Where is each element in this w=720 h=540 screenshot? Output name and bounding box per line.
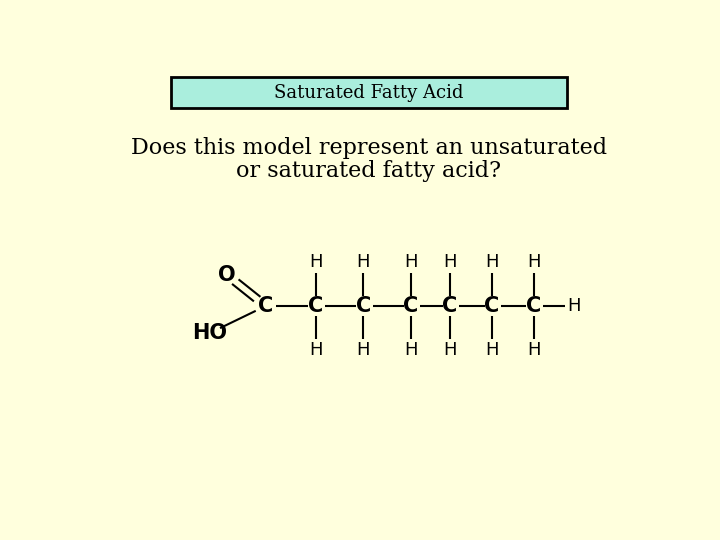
Text: H: H xyxy=(527,341,540,359)
Text: H: H xyxy=(310,253,323,271)
Text: H: H xyxy=(356,341,370,359)
Text: H: H xyxy=(485,341,498,359)
Text: C: C xyxy=(526,296,541,316)
Text: Saturated Fatty Acid: Saturated Fatty Acid xyxy=(274,84,464,102)
Text: C: C xyxy=(442,296,457,316)
Text: Does this model represent an unsaturated: Does this model represent an unsaturated xyxy=(131,137,607,159)
Text: H: H xyxy=(444,253,456,271)
Text: H: H xyxy=(485,253,498,271)
Text: H: H xyxy=(310,341,323,359)
Text: H: H xyxy=(356,253,370,271)
Text: HO: HO xyxy=(192,323,228,343)
Text: C: C xyxy=(356,296,371,316)
Text: H: H xyxy=(404,341,418,359)
Text: H: H xyxy=(404,253,418,271)
Text: H: H xyxy=(527,253,540,271)
Text: C: C xyxy=(403,296,418,316)
Text: C: C xyxy=(308,296,323,316)
Text: H: H xyxy=(444,341,456,359)
Text: C: C xyxy=(484,296,500,316)
Text: or saturated fatty acid?: or saturated fatty acid? xyxy=(236,160,502,182)
FancyBboxPatch shape xyxy=(171,77,567,109)
Text: H: H xyxy=(567,297,581,315)
Text: O: O xyxy=(218,265,235,285)
Text: C: C xyxy=(258,296,274,316)
